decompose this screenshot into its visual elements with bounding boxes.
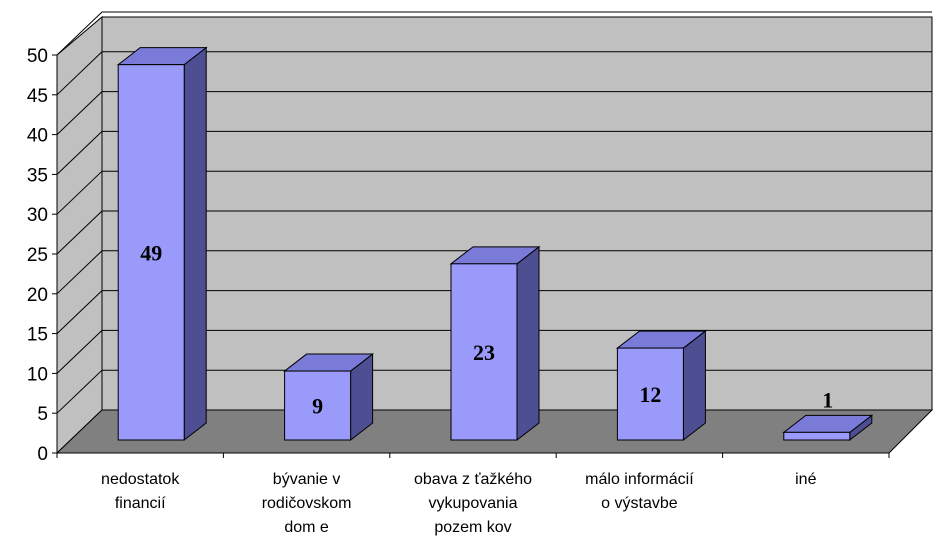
gridlines [56,11,932,414]
bar: 49 [116,46,208,442]
y-tick-label: 40 [27,126,48,147]
data-label: 1 [822,387,833,412]
gridline [56,290,932,334]
gridline [56,11,932,56]
y-axis-tick-labels: 0 5 10 15 20 25 30 35 40 45 50 [27,46,48,465]
x-category-label: nedostatok financií [101,471,180,512]
y-tick-label: 25 [27,245,48,266]
bar: 9 [283,353,375,442]
bar-side [183,46,207,442]
y-tick-label: 50 [27,46,48,67]
bar-front [616,347,684,441]
bars: 49 9 23 12 1 [116,46,874,442]
data-label: 23 [473,340,495,365]
x-category-label: málo informácií o výstavbe [585,471,694,512]
y-tick-label: 5 [37,404,48,425]
axes [52,54,890,458]
y-tick-label: 35 [27,165,48,186]
y-tick-label: 15 [27,325,48,346]
bar-front [284,370,352,441]
x-category-label: bývanie v rodičovskom dom e [262,471,352,536]
x-category-label: obava z ťažkého vykupovania pozem kov [414,471,532,536]
bar-front [450,263,518,441]
gridline [56,210,932,255]
bar-side [682,330,706,442]
y-tick-label: 10 [27,364,48,385]
gridline [56,329,932,374]
y-tick-label: 45 [27,86,48,107]
x-category-label: iné [795,471,816,488]
data-label: 12 [639,382,661,407]
bar: 1 [782,387,874,442]
gridline [56,170,932,215]
bar-front [117,64,185,441]
bar-front [783,431,851,441]
gridline [56,130,932,175]
gridline [56,91,932,135]
side-wall [56,15,103,455]
gridline [56,250,932,295]
y-tick-label: 30 [27,205,48,226]
y-tick-label: 20 [27,285,48,306]
bar: 23 [449,245,541,442]
data-label: 49 [140,240,162,265]
gridline [56,51,932,96]
data-label: 9 [312,394,323,419]
bar: 12 [615,330,707,442]
y-tick-label: 0 [37,444,48,465]
x-axis-category-labels: nedostatok financií bývanie v rodičovskom do… [101,471,817,536]
bar-side [516,245,540,442]
